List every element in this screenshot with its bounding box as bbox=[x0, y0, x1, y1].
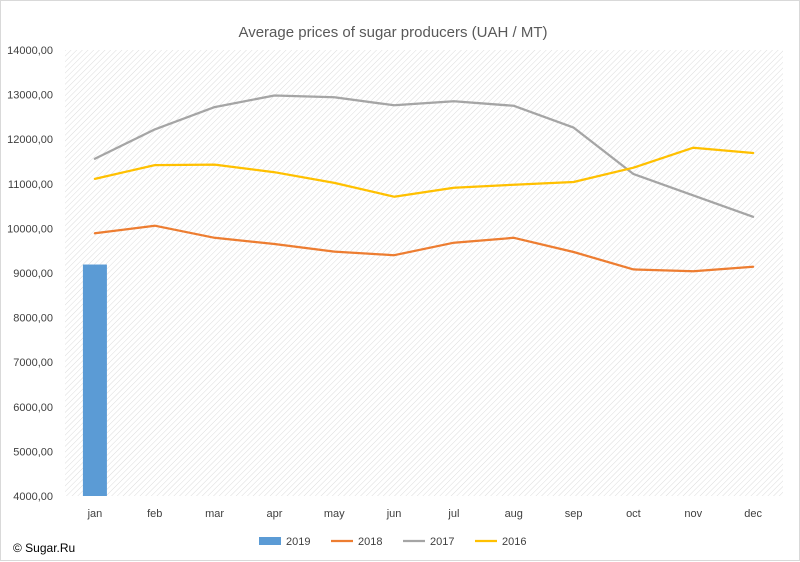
x-tick-label: jan bbox=[87, 508, 103, 520]
chart-title: Average prices of sugar producers (UAH /… bbox=[238, 24, 547, 41]
x-tick-label: apr bbox=[266, 508, 282, 520]
x-tick-label: feb bbox=[147, 508, 162, 520]
x-tick-label: nov bbox=[684, 508, 702, 520]
legend-label-2017: 2017 bbox=[430, 536, 454, 548]
x-tick-label: may bbox=[324, 508, 345, 520]
x-tick-label: aug bbox=[505, 508, 523, 520]
series-line-2017 bbox=[93, 94, 755, 218]
y-tick-label: 6000,00 bbox=[13, 402, 53, 414]
axes-group: 4000,00 5000,00 6000,00 7000,00 8000,00 9000,… bbox=[7, 45, 762, 520]
y-tick-label: 13000,00 bbox=[7, 90, 53, 102]
y-tick-label: 5000,00 bbox=[13, 446, 53, 458]
y-tick-label: 11000,00 bbox=[8, 179, 53, 191]
legend: 2019 2018 2017 2016 bbox=[259, 536, 526, 548]
series-line-2018 bbox=[93, 224, 755, 273]
x-tick-label: jul bbox=[447, 508, 459, 520]
y-tick-label: 7000,00 bbox=[13, 357, 53, 369]
credit-text: © Sugar.Ru bbox=[13, 541, 75, 555]
y-tick-label: 12000,00 bbox=[7, 134, 53, 146]
x-tick-label: oct bbox=[626, 508, 641, 520]
y-tick-label: 14000,00 bbox=[7, 45, 53, 57]
legend-label-2019: 2019 bbox=[286, 536, 310, 548]
y-tick-label: 8000,00 bbox=[13, 313, 53, 325]
legend-label-2016: 2016 bbox=[502, 536, 526, 548]
plot-area bbox=[65, 50, 783, 496]
x-tick-label: sep bbox=[565, 508, 583, 520]
y-tick-label: 10000,00 bbox=[7, 223, 53, 235]
x-tick-label: mar bbox=[205, 508, 224, 520]
x-tick-label: jun bbox=[386, 508, 402, 520]
series-line-2016 bbox=[93, 146, 755, 198]
y-tick-label: 9000,00 bbox=[13, 268, 53, 280]
x-tick-label: dec bbox=[744, 508, 762, 520]
legend-swatch-2019 bbox=[259, 537, 281, 545]
legend-label-2018: 2018 bbox=[358, 536, 382, 548]
bar-2019-jan bbox=[82, 264, 107, 496]
lines-group bbox=[93, 94, 755, 273]
y-tick-label: 4000,00 bbox=[13, 491, 53, 503]
bars-group bbox=[82, 264, 107, 496]
